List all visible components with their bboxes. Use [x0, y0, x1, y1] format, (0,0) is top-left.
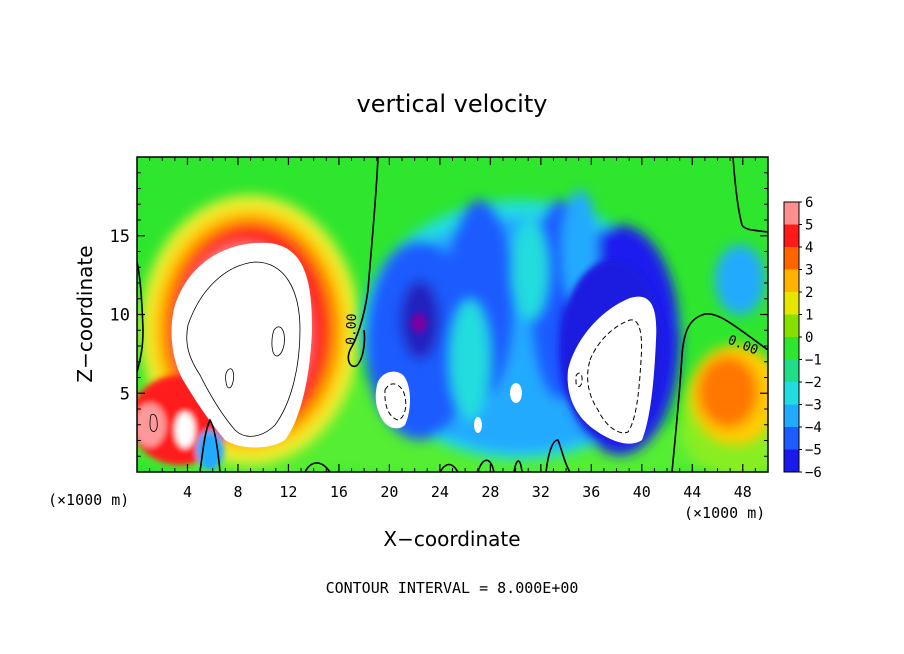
colorbar-label: −4	[805, 420, 822, 436]
colorbar-band	[784, 449, 799, 472]
x-tick-label: 20	[380, 483, 398, 501]
x-tick-label: 4	[183, 483, 192, 501]
colorbar-label: −6	[805, 465, 822, 481]
y-tick-label: 5	[120, 384, 130, 404]
colorbar-label: 6	[805, 195, 813, 211]
colorbar-band	[784, 269, 799, 292]
colorbar-band	[784, 359, 799, 382]
contour-interval-note: CONTOUR INTERVAL = 8.000E+00	[326, 579, 579, 597]
colorbar-label: −1	[805, 353, 822, 369]
positive-contours	[149, 261, 301, 437]
x-tick-label: 24	[431, 483, 449, 501]
colorbar-label: −2	[805, 375, 822, 391]
downdraft-core-main	[567, 296, 657, 444]
downdraft-core-left	[375, 371, 411, 429]
colorbar-band	[784, 202, 799, 225]
x-axis-label: X−coordinate	[383, 527, 520, 551]
colorbar-label: 4	[805, 240, 813, 256]
x-tick-label: 32	[532, 483, 550, 501]
colorbar-label: 3	[805, 263, 813, 279]
y-tick-label: 15	[110, 227, 130, 247]
colorbar-band	[784, 292, 799, 315]
colorbar-band	[784, 427, 799, 450]
y-axis-label: Z−coordinate	[73, 245, 97, 382]
colorbar-label: 2	[805, 285, 813, 301]
y-axis: 5 10 15	[110, 172, 768, 457]
x-tick-label: 36	[582, 483, 600, 501]
zero-contours	[137, 157, 768, 472]
colorbar-label: 0	[805, 330, 813, 346]
x-tick-label: 28	[481, 483, 499, 501]
negative-contours	[384, 319, 643, 434]
x-tick-label: 40	[633, 483, 651, 501]
x-tick-label: 12	[279, 483, 297, 501]
x-unit-right: (×1000 m)	[684, 504, 765, 522]
x-tick-label: 16	[330, 483, 348, 501]
x-tick-label: 48	[734, 483, 752, 501]
colorbar-label: −3	[805, 398, 822, 414]
colorbar-label: 5	[805, 218, 813, 234]
downdraft-core-small-2	[474, 417, 482, 433]
x-tick-label: 8	[233, 483, 242, 501]
x-tick-label: 44	[683, 483, 701, 501]
downdraft-core-small-1	[510, 383, 522, 403]
updraft-right	[690, 245, 768, 445]
colorbar-band	[784, 337, 799, 360]
chart-title: vertical velocity	[357, 90, 548, 118]
plot-area: 0.00 0.00	[137, 157, 768, 472]
x-axis: 4 8 12 16 20 24 28 32 36 40 44 48	[149, 157, 756, 501]
colorbar: 6 5 4 3 2 1 0 −1 −2 −3 −4 −5 −6	[783, 195, 822, 481]
colorbar-label: −5	[805, 443, 822, 459]
updraft-core	[171, 242, 312, 448]
colorbar-band	[784, 382, 799, 405]
colorbar-label: 1	[805, 308, 813, 324]
contour-label-left: 0.00	[344, 313, 360, 345]
colorbar-band	[784, 404, 799, 427]
colorbar-band	[784, 224, 799, 247]
x-unit-left: (×1000 m)	[48, 491, 129, 509]
y-tick-label: 10	[110, 306, 130, 326]
colorbar-band	[784, 247, 799, 270]
colorbar-band	[784, 314, 799, 337]
